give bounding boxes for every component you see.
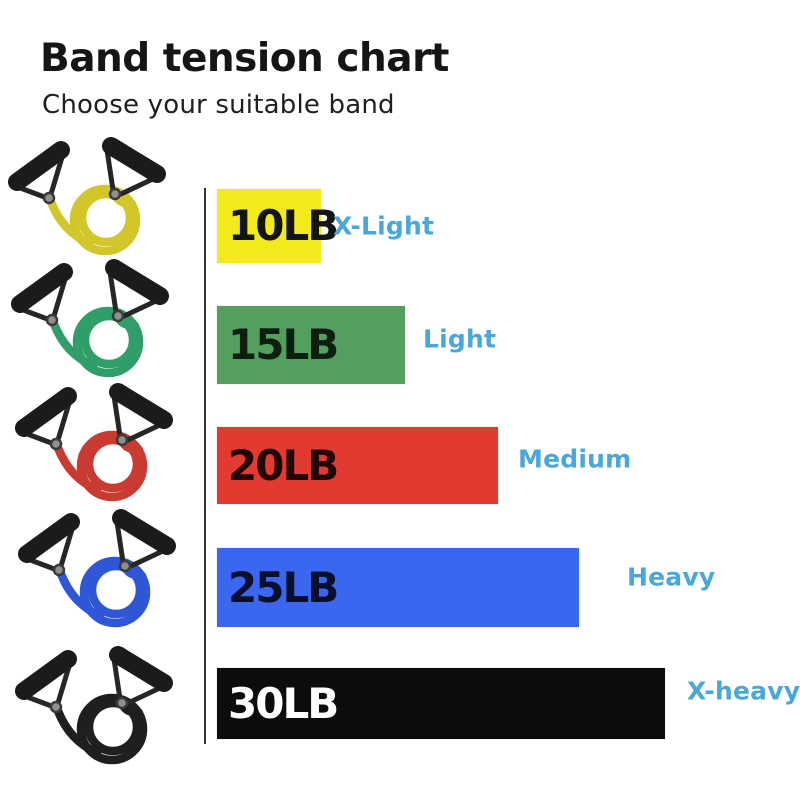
left-handle — [8, 141, 70, 205]
band-tube — [49, 306, 144, 378]
left-handle — [15, 387, 77, 451]
left-handle — [11, 263, 73, 327]
level-label: Heavy — [627, 562, 716, 591]
weight-label: 20LB — [228, 440, 339, 490]
tension-bar: 25LB — [217, 548, 579, 627]
clip-ring-icon — [115, 433, 129, 447]
right-handle — [112, 509, 176, 573]
tension-bar: 15LB — [217, 306, 405, 384]
right-handle — [102, 137, 166, 201]
resistance-band-photo — [8, 137, 166, 256]
resistance-band-photo — [18, 509, 176, 628]
tension-bar: 20LB — [217, 427, 498, 504]
chart-axis-line — [204, 188, 206, 744]
clip-ring-icon — [108, 187, 122, 201]
weight-label: 30LB — [228, 678, 339, 728]
band-tube — [53, 693, 148, 765]
weight-label: 10LB — [228, 201, 339, 250]
weight-label: 25LB — [228, 562, 339, 612]
right-handle — [109, 383, 173, 447]
weight-label: 15LB — [228, 320, 339, 369]
right-handle — [105, 259, 169, 323]
clip-ring-icon — [49, 437, 63, 451]
tension-bar: 30LB — [217, 668, 665, 739]
left-handle — [18, 513, 80, 577]
tension-bar: 10LB — [217, 189, 339, 263]
clip-ring-icon — [111, 309, 125, 323]
clip-ring-icon — [52, 563, 66, 577]
left-handle — [15, 650, 77, 714]
resistance-band-photo — [15, 646, 173, 765]
resistance-band-photo — [11, 259, 169, 378]
clip-ring-icon — [45, 313, 59, 327]
level-label: Medium — [518, 444, 632, 473]
level-label: X-heavy — [687, 676, 800, 705]
page-title: Band tension chart — [40, 36, 449, 81]
resistance-band-photo — [15, 383, 173, 502]
band-tube — [56, 556, 151, 628]
clip-ring-icon — [118, 559, 132, 573]
clip-ring-icon — [42, 191, 56, 205]
clip-ring-icon — [49, 700, 63, 714]
right-handle — [109, 646, 173, 710]
page-subtitle: Choose your suitable band — [42, 90, 395, 120]
level-label: Light — [423, 324, 497, 354]
clip-ring-icon — [115, 696, 129, 710]
level-label: X-Light — [333, 211, 435, 241]
band-tube — [46, 184, 141, 256]
band-tube — [53, 430, 148, 502]
